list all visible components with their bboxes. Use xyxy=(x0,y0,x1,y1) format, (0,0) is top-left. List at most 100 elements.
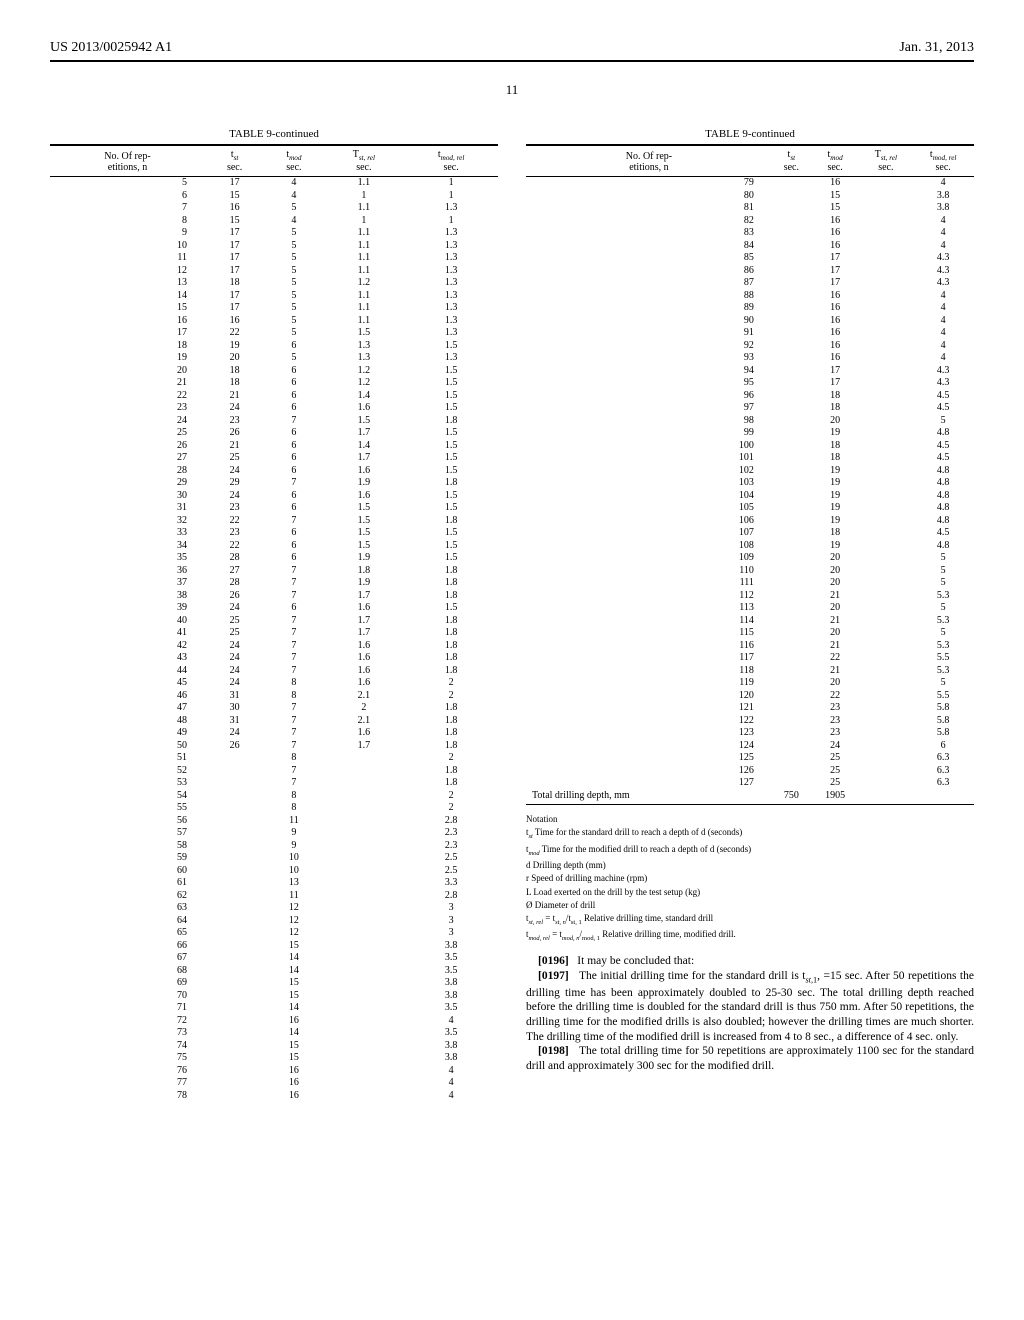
table-cell: 1.5 xyxy=(324,540,405,553)
table-cell: 105 xyxy=(526,502,772,515)
table-row: 113205 xyxy=(526,602,974,615)
table-cell: 3.8 xyxy=(912,202,974,215)
table-cell: 80 xyxy=(526,190,772,203)
table-cell: 1.8 xyxy=(404,515,498,528)
table-cell: 44 xyxy=(50,665,205,678)
table-cell: 20 xyxy=(811,415,860,428)
table-cell: 4.3 xyxy=(912,377,974,390)
col-n: No. Of rep-etitions, n xyxy=(526,146,772,177)
table-cell: 18 xyxy=(811,452,860,465)
table-row: 82164 xyxy=(526,215,974,228)
table-cell: 1.8 xyxy=(404,615,498,628)
table-cell: 1.3 xyxy=(404,327,498,340)
table-row: 101751.11.3 xyxy=(50,240,498,253)
table-cell xyxy=(324,1002,405,1015)
table-cell xyxy=(205,865,264,878)
table-row: 222161.41.5 xyxy=(50,390,498,403)
table-cell: 1.8 xyxy=(404,577,498,590)
table-cell xyxy=(205,852,264,865)
table-cell: 7 xyxy=(264,577,323,590)
table-cell: 1.3 xyxy=(404,302,498,315)
table-cell: 123 xyxy=(526,727,772,740)
table-row: 97184.5 xyxy=(526,402,974,415)
table-row: 62112.8 xyxy=(50,890,498,903)
table-cell: 1.2 xyxy=(324,365,405,378)
notation-line: Ø Diameter of drill xyxy=(526,899,974,911)
two-column-layout: TABLE 9-continued No. Of rep-etitions, n… xyxy=(50,128,974,1102)
table-cell: 18 xyxy=(205,365,264,378)
para-num: [0197] xyxy=(538,970,569,982)
table-cell: 24 xyxy=(50,415,205,428)
table-cell: 5.8 xyxy=(912,702,974,715)
page-number: 11 xyxy=(50,82,974,98)
table-cell: 19 xyxy=(811,465,860,478)
table-cell: 28 xyxy=(50,465,205,478)
total-label: Total drilling depth, mm xyxy=(526,790,772,803)
table-cell: 15 xyxy=(264,990,323,1003)
table-cell xyxy=(859,290,912,303)
table-cell: 6 xyxy=(264,440,323,453)
table-cell: 20 xyxy=(50,365,205,378)
table-row: 90164 xyxy=(526,315,974,328)
table-cell: 5 xyxy=(912,552,974,565)
table-cell: 22 xyxy=(50,390,205,403)
table-cell: 24 xyxy=(205,665,264,678)
table-row: 112215.3 xyxy=(526,590,974,603)
table-cell: 1.7 xyxy=(324,590,405,603)
table-cell xyxy=(859,390,912,403)
table-row: 109205 xyxy=(526,552,974,565)
table-cell xyxy=(859,190,912,203)
table-cell: 26 xyxy=(205,590,264,603)
table-cell xyxy=(324,765,405,778)
table-cell: 24 xyxy=(811,740,860,753)
table-cell xyxy=(772,252,811,265)
table-cell: 31 xyxy=(205,690,264,703)
table-cell: 19 xyxy=(811,540,860,553)
table-cell: 1.8 xyxy=(404,777,498,790)
table-cell: 2 xyxy=(404,690,498,703)
table-row: 60102.5 xyxy=(50,865,498,878)
table-cell xyxy=(772,440,811,453)
table-cell: 4 xyxy=(404,1065,498,1078)
table-cell: 98 xyxy=(526,415,772,428)
table-cell: 4.3 xyxy=(912,265,974,278)
table-row: 96184.5 xyxy=(526,390,974,403)
table-cell: 66 xyxy=(50,940,205,953)
table-cell: 15 xyxy=(264,940,323,953)
table-row: 115205 xyxy=(526,627,974,640)
table-cell: 1.7 xyxy=(324,627,405,640)
table-cell xyxy=(205,927,264,940)
table-cell: 107 xyxy=(526,527,772,540)
table-cell: 1.3 xyxy=(404,202,498,215)
table-row: 372871.91.8 xyxy=(50,577,498,590)
table-row: 75153.8 xyxy=(50,1052,498,1065)
table-cell: 16 xyxy=(811,240,860,253)
table-cell: 7 xyxy=(264,640,323,653)
table-cell: 59 xyxy=(50,852,205,865)
table-row: 111205 xyxy=(526,577,974,590)
table-cell: 7 xyxy=(264,740,323,753)
table-cell: 83 xyxy=(526,227,772,240)
table-cell: 1.7 xyxy=(324,740,405,753)
table-cell: 4 xyxy=(404,1090,498,1103)
table-cell: 34 xyxy=(50,540,205,553)
table-cell: 17 xyxy=(50,327,205,340)
table-cell: 1.5 xyxy=(404,527,498,540)
table-cell: 1.5 xyxy=(404,340,498,353)
notation-block: Notation tst Time for the standard drill… xyxy=(526,813,974,944)
table-row: 161651.11.3 xyxy=(50,315,498,328)
table-cell: 109 xyxy=(526,552,772,565)
table-cell: 17 xyxy=(811,277,860,290)
table-row: 352861.91.5 xyxy=(50,552,498,565)
table-cell: 103 xyxy=(526,477,772,490)
table-row: 51741.11 xyxy=(50,177,498,190)
table-cell xyxy=(772,615,811,628)
table-cell: 56 xyxy=(50,815,205,828)
table-cell: 25 xyxy=(205,627,264,640)
table-cell: 49 xyxy=(50,727,205,740)
table-cell: 24 xyxy=(205,402,264,415)
table-cell: 1.8 xyxy=(404,640,498,653)
table-cell: 1.1 xyxy=(324,177,405,190)
table-cell: 72 xyxy=(50,1015,205,1028)
table-cell xyxy=(772,777,811,790)
